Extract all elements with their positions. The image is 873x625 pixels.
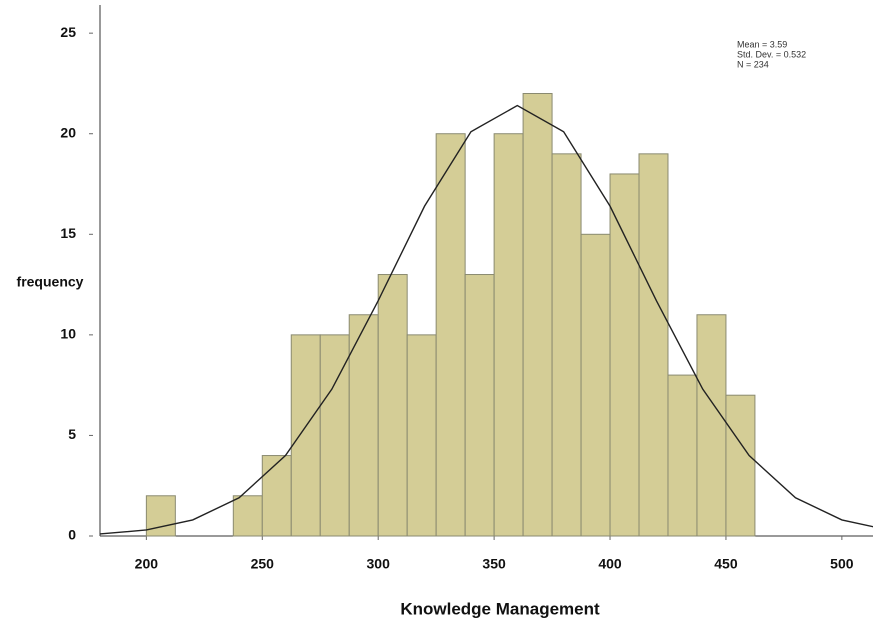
bar (522, 93, 553, 537)
y-tick-label: 15 (60, 225, 76, 241)
x-tick-label: 200 (135, 556, 159, 572)
x-tick-label: 350 (482, 556, 506, 572)
y-tick-label: 10 (60, 326, 76, 342)
bar (725, 394, 756, 537)
bar (232, 495, 263, 537)
x-tick-label: 400 (598, 556, 622, 572)
bar (319, 334, 350, 537)
annotation: Mean = 3.59 (737, 39, 787, 49)
bar (290, 334, 321, 537)
bar (145, 495, 176, 537)
x-tick-label: 500 (830, 556, 854, 572)
y-tick-label: 0 (68, 527, 76, 543)
bar (464, 274, 495, 537)
normal-curve (99, 104, 873, 535)
bar (551, 153, 582, 537)
bar (580, 233, 611, 537)
bar (435, 133, 466, 537)
y-axis-label: frequency (17, 274, 84, 290)
x-tick-label: 250 (251, 556, 275, 572)
annotation: Std. Dev. = 0.532 (737, 49, 806, 59)
bar (609, 173, 640, 537)
y-tick-label: 20 (60, 124, 76, 140)
x-axis-label: Knowledge Management (400, 599, 600, 618)
y-tick-label: 5 (68, 426, 76, 442)
annotation: N = 234 (737, 59, 769, 69)
x-tick-label: 450 (714, 556, 738, 572)
bar (493, 133, 524, 537)
bar (638, 153, 669, 537)
bar (406, 334, 437, 537)
bar (377, 274, 408, 537)
y-tick-label: 25 (60, 24, 76, 40)
bar (696, 314, 727, 537)
bar (261, 455, 292, 537)
bar (667, 374, 698, 537)
x-tick-label: 300 (367, 556, 391, 572)
